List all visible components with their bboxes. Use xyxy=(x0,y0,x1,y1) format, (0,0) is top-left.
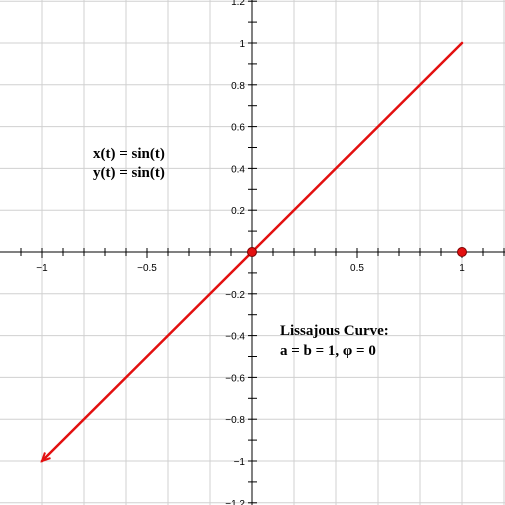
y-tick-label: −1.2 xyxy=(225,499,245,505)
x-tick-label: 1 xyxy=(459,263,465,274)
y-tick-label: 0.8 xyxy=(231,81,245,92)
x-tick-label: −1 xyxy=(36,263,48,274)
y-tick-label: 0.4 xyxy=(231,164,245,175)
tick-labels: −1 −0.5 0.5 1 1.2 1 0.8 0.6 0.4 0.2 −0.2 −0.4 −0.6 −0… xyxy=(36,0,465,505)
curve-params: a = b = 1, φ = 0 xyxy=(280,343,376,359)
point-markers xyxy=(247,247,467,257)
equation-y: y(t) = sin(t) xyxy=(93,165,165,181)
x-tick-label: 0.5 xyxy=(350,263,364,274)
y-tick-label: −0.2 xyxy=(225,290,245,301)
y-tick-label: 0.2 xyxy=(231,206,245,217)
y-tick-label: −1 xyxy=(234,457,246,468)
y-tick-label: −0.8 xyxy=(225,415,245,426)
y-tick-label: 0.6 xyxy=(231,123,245,134)
y-tick-label: −0.4 xyxy=(225,332,245,343)
point-marker xyxy=(247,247,257,257)
equation-x: x(t) = sin(t) xyxy=(93,146,165,162)
y-tick-label: −0.6 xyxy=(225,373,245,384)
curve-title: Lissajous Curve: xyxy=(280,323,389,339)
curve-arrowhead xyxy=(40,452,51,463)
y-tick-label: 1 xyxy=(239,39,245,50)
point-marker xyxy=(457,247,467,257)
x-tick-label: −0.5 xyxy=(137,263,157,274)
y-tick-label: 1.2 xyxy=(231,0,245,8)
